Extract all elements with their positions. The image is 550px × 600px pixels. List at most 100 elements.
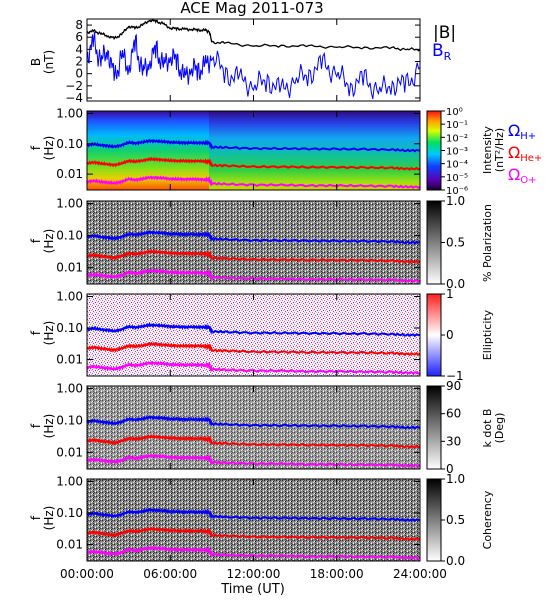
ytick-label: 0.01	[56, 167, 83, 181]
panel2-ylabel-main: f	[29, 238, 43, 243]
panel5-yticks: 1.00 0.10 0.01	[56, 474, 420, 552]
panel2-xticks	[86, 201, 421, 284]
panel1-ylabel-unit: (Hz)	[42, 136, 56, 161]
legend-omega-o-sub: O+	[520, 175, 536, 186]
ytick-label: 0.01	[56, 353, 83, 367]
panel5-colorbar	[426, 478, 442, 562]
ytick-label: 1.00	[56, 106, 83, 120]
colorbar-tick-label: 10⁻³	[446, 147, 468, 158]
panel1-cbar-title2: (nT²/Hz)	[493, 128, 506, 172]
legend-omega-h-main: Ω	[508, 121, 520, 140]
colorbar-tick-label: 1	[446, 287, 454, 301]
colorbar-tick-label: 60	[446, 407, 461, 421]
panel4-gyro-lines	[86, 415, 421, 468]
ytick-label: 0.01	[56, 260, 83, 274]
panel0-ytick-label: 2	[75, 55, 83, 69]
xtick-label: 00:00:00	[60, 567, 114, 581]
panel3-colorbar	[426, 293, 442, 377]
panel1-ylabel-main: f	[29, 145, 43, 150]
gyro-line-he	[86, 434, 421, 449]
panel2-spectrogram	[87, 201, 420, 284]
colorbar-tick-label: −1	[446, 369, 464, 383]
ytick-label: 0.10	[56, 413, 83, 427]
panel4-spectrogram	[87, 386, 420, 469]
panel2-cbar-title: % Polarization	[481, 204, 494, 282]
x-axis-tick-labels: 00:00:00 06:00:00 12:00:00 18:00:00 24:00:00	[60, 567, 447, 581]
xtick-label: 18:00:00	[310, 567, 364, 581]
gyro-line-he	[86, 526, 421, 542]
panel1-xticks	[86, 111, 421, 190]
panel3-yticks: 1.00 0.10 0.01	[56, 289, 420, 367]
spectral-panels: f (Hz) 1.000.100.01 10⁰10⁻¹10⁻²10⁻³10⁻⁴1…	[29, 106, 542, 568]
colorbar-tick-label: 0	[446, 328, 454, 342]
panel1-cbar-title: Intensity	[481, 126, 494, 174]
panel0-xticks	[86, 19, 421, 101]
panel4-cbar-title: k dot B	[481, 409, 494, 448]
legend-absb: |B|	[433, 23, 456, 43]
panel0-ytick-label: 0	[75, 67, 83, 81]
panel1-colorbar-ticks: 10⁰ 10⁻¹ 10⁻² 10⁻³ 10⁻⁴ 10⁻⁵ 10⁻⁶	[441, 107, 468, 197]
legend-br-sub: R	[444, 50, 452, 63]
ytick-label: 0.10	[56, 137, 83, 151]
legend-omega-h: ΩH+	[508, 121, 536, 142]
panel0-ytick-label: −4	[65, 91, 83, 105]
panel3-xticks	[86, 294, 421, 376]
panel3-gyro-lines	[86, 322, 421, 375]
panel4-cbar-title2: (Deg)	[493, 413, 506, 444]
colorbar-tick-label: 0.0	[446, 554, 465, 568]
panel5-xticks	[86, 479, 421, 561]
panel4-colorbar	[426, 385, 442, 470]
series-b-radial	[87, 32, 420, 100]
colorbar-tick-label: 0.5	[446, 236, 465, 250]
panel3-ylabel-unit: (Hz)	[42, 321, 56, 346]
gyro-line-h	[86, 230, 421, 245]
panel0-ytick-label: 6	[75, 30, 83, 44]
ytick-label: 1.00	[56, 289, 83, 303]
gyro-line-he	[86, 156, 421, 171]
gyro-line-o	[86, 453, 421, 468]
gyro-line-h	[86, 322, 421, 338]
panel5-colorbar-ticks: 1.0 0.5 0.0	[441, 472, 465, 568]
panel1-gyro-lines	[86, 138, 421, 189]
panel4-yticks: 1.00 0.10 0.01	[56, 382, 420, 459]
ytick-label: 1.00	[56, 474, 83, 488]
panel2-ylabel-unit: (Hz)	[42, 229, 56, 254]
panel-intensity: f (Hz) 1.00 0.10 0.01 10⁰10⁻¹10⁻²10⁻³10⁻⁴1…	[29, 106, 542, 197]
panel4-ylabel-unit: (Hz)	[42, 414, 56, 439]
panel2-colorbar-ticks: 1.0 0.5 0.0	[441, 194, 465, 291]
panel-ellipticity: f (Hz) 1.00 0.10 0.01 1 0 −1 Ellipticity	[29, 287, 494, 383]
panel0-ylabel-unit: (nT)	[42, 50, 56, 74]
panel3-ylabel-main: f	[29, 330, 43, 335]
colorbar-tick-label: 0	[446, 462, 454, 476]
colorbar-tick-label: 10⁻⁶	[446, 186, 468, 197]
panel4-ylabel-main: f	[29, 423, 43, 428]
colorbar-tick-label: 1.0	[446, 472, 465, 486]
panel5-ylabel-unit: (Hz)	[42, 506, 56, 531]
colorbar-tick-label: 30	[446, 434, 461, 448]
ytick-label: 0.10	[56, 228, 83, 242]
panel0-ytick-label: 8	[75, 18, 83, 32]
legend-br: BR	[432, 41, 452, 63]
panel-k-dot-b: f (Hz) 1.00 0.10 0.01 90 60 30 0 k dot B (Deg…	[29, 379, 506, 476]
gyro-line-o	[86, 545, 421, 560]
panel5-spectrogram	[87, 479, 420, 561]
panel2-yticks: 1.00 0.10 0.01	[56, 197, 420, 274]
gyro-line-h	[86, 138, 421, 153]
legend-omega-o: ΩO+	[508, 165, 536, 186]
panel4-colorbar-ticks: 90 60 30 0	[441, 379, 461, 476]
panel2-colorbar	[426, 200, 442, 285]
panel3-cbar-title: Ellipticity	[481, 309, 494, 360]
legend-omega-h-sub: H+	[520, 131, 536, 142]
panel1-spectrogram-right	[209, 111, 420, 190]
colorbar-tick-label: 1.0	[446, 194, 465, 208]
panel0-ytick-label: −2	[65, 79, 83, 93]
ytick-label: 1.00	[56, 197, 83, 211]
xtick-label: 06:00:00	[143, 567, 197, 581]
legend-omega-o-main: Ω	[508, 165, 520, 184]
gyro-line-he	[86, 249, 421, 264]
panel5-gyro-lines	[86, 507, 421, 560]
colorbar-tick-label: 10⁰	[446, 107, 463, 118]
